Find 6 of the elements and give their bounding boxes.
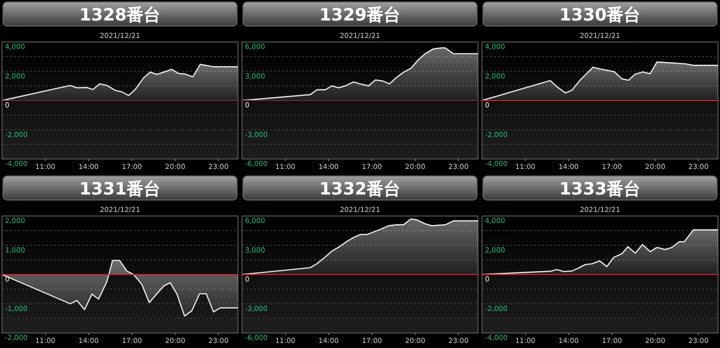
- chart-title: 1332番台: [319, 180, 401, 200]
- chart-title: 1329番台: [319, 6, 401, 26]
- chart-title: 1330番台: [559, 6, 641, 26]
- chart-title: 1333番台: [559, 180, 641, 200]
- chart-title: 1328番台: [79, 6, 161, 26]
- chart-title: 1331番台: [79, 180, 161, 200]
